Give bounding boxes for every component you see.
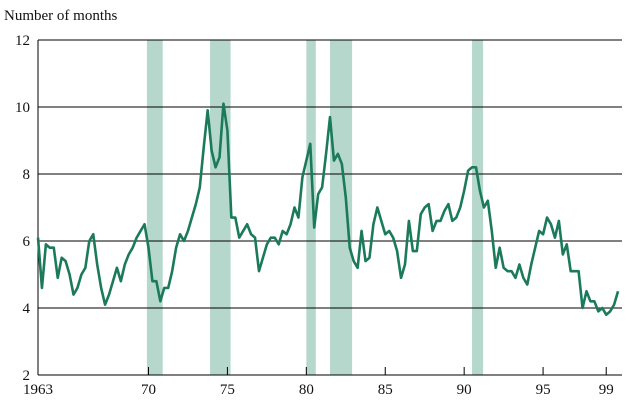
x-tick-label: 70 [141,382,156,398]
recession-band [330,40,353,375]
y-tick-label: 6 [23,234,31,250]
x-tick-label: 95 [536,382,551,398]
x-tick-label: 85 [378,382,393,398]
y-tick-label: 12 [15,33,30,49]
recession-band [210,40,231,375]
line-series [36,102,620,316]
y-tick-label: 10 [15,100,30,116]
recession-band [306,40,316,375]
y-tick-label: 4 [23,301,31,317]
x-tick-label: 75 [220,382,235,398]
x-tick-label: 80 [299,382,314,398]
x-tick-label: 90 [457,382,472,398]
y-axis-label: Number of months [4,8,117,24]
recession-band [146,40,163,375]
x-tick-label: 1963 [23,382,53,398]
x-tick-label: 99 [599,382,614,398]
y-tick-label: 8 [23,167,31,183]
y-tick-label: 2 [23,368,31,384]
recession-band [472,40,484,375]
